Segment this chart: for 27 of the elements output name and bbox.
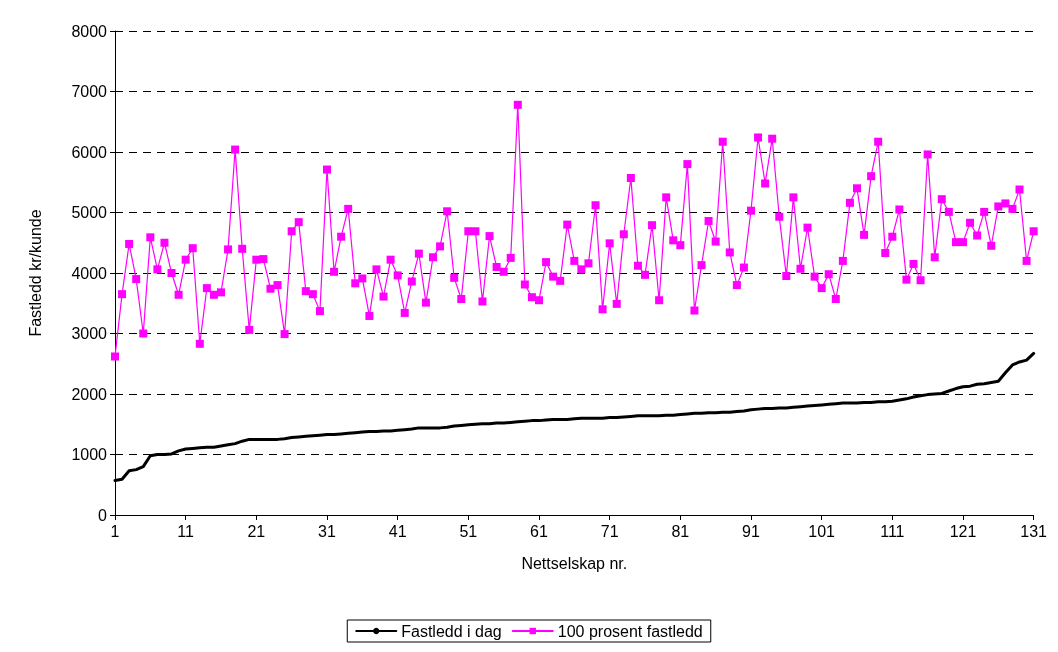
x-tick-label: 81 xyxy=(671,522,690,540)
x-tick-label: 71 xyxy=(600,522,619,540)
legend-label: 100 prosent fastledd xyxy=(557,622,703,640)
x-tick-label: 131 xyxy=(1020,522,1048,540)
x-tick-label: 21 xyxy=(247,522,266,540)
x-tick-label: 101 xyxy=(808,522,836,540)
y-tick-label: 2000 xyxy=(71,385,108,403)
y-tick-label: 0 xyxy=(98,506,108,524)
x-tick-label: 11 xyxy=(177,522,195,540)
y-tick-label: 6000 xyxy=(71,143,108,161)
y-tick-label: 7000 xyxy=(71,83,108,100)
y-axis-title: Fastledd kr/kunde xyxy=(26,209,44,337)
x-tick-label: 121 xyxy=(949,522,977,540)
legend-label: Fastledd i dag xyxy=(401,622,502,640)
x-axis-title: Nettselskap nr. xyxy=(521,554,628,572)
y-tick-label: 5000 xyxy=(71,204,108,221)
x-tick-label: 51 xyxy=(459,522,478,540)
y-tick-label: 3000 xyxy=(71,325,108,342)
y-tick-label: 8000 xyxy=(71,22,108,40)
x-tick-label: 41 xyxy=(388,522,407,540)
x-tick-label: 1 xyxy=(110,522,120,540)
x-tick-label: 91 xyxy=(742,522,760,540)
x-tick-label: 111 xyxy=(880,522,905,540)
x-tick-label: 61 xyxy=(530,522,548,540)
x-tick-label: 31 xyxy=(318,522,336,540)
y-tick-label: 4000 xyxy=(71,264,108,282)
y-tick-label: 1000 xyxy=(71,446,108,463)
